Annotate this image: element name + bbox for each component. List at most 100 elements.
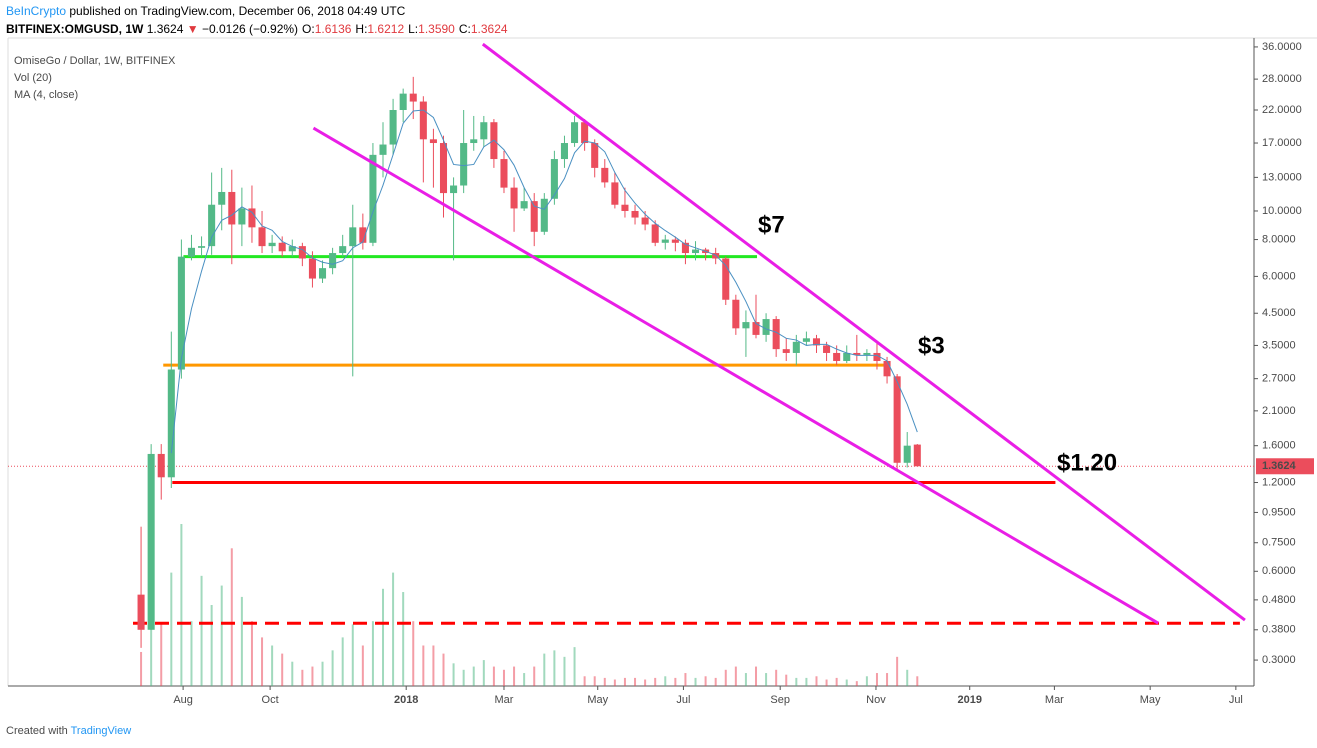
volume-bar: [432, 645, 435, 686]
volume-bar: [613, 679, 616, 686]
volume-bar: [462, 669, 465, 686]
candle-body: [641, 217, 649, 225]
volume-bar: [664, 676, 667, 686]
footer-brand[interactable]: TradingView: [71, 725, 132, 737]
y-tick-label: 2.1000: [1262, 405, 1296, 417]
y-tick-label: 3.5000: [1262, 339, 1296, 351]
volume-bar: [533, 666, 536, 686]
volume-bar: [170, 572, 173, 686]
volume-bar: [442, 653, 445, 686]
candle-body: [883, 360, 891, 377]
candle-body: [621, 204, 629, 211]
volume-bar: [583, 676, 586, 686]
candle-body: [510, 187, 518, 209]
x-tick-label: Jul: [1229, 694, 1243, 706]
publisher[interactable]: BeInCrypto: [6, 4, 66, 18]
candle-body: [379, 144, 387, 155]
candle-body: [470, 139, 478, 144]
volume-bar: [704, 676, 707, 686]
candle-body: [540, 198, 548, 232]
candle-body: [530, 201, 538, 232]
volume-bar: [674, 677, 677, 686]
candle-body: [308, 258, 316, 279]
candle-body: [560, 143, 568, 160]
last-price-tag: [1256, 458, 1314, 475]
volume-bar: [392, 572, 395, 686]
annotation-3: $3: [918, 332, 945, 359]
candle-body: [298, 246, 306, 259]
y-tick-label: 10.0000: [1262, 205, 1302, 217]
candle-body: [339, 246, 347, 254]
volume-bar: [351, 624, 354, 686]
volume-bar: [805, 677, 808, 686]
footer-created: Created with: [6, 725, 68, 737]
candle-body: [278, 242, 286, 252]
candle-body: [520, 201, 528, 209]
candle-body: [571, 122, 579, 144]
candle-body: [732, 299, 740, 329]
candle-body: [248, 208, 256, 228]
candle-body: [399, 93, 407, 111]
volume-bar: [795, 677, 798, 686]
candle-body: [238, 208, 246, 225]
annotation-7: $7: [758, 211, 785, 238]
candle-body: [792, 341, 800, 353]
x-tick-label: Mar: [1045, 694, 1064, 706]
candle-body: [823, 345, 831, 353]
candle-body: [742, 322, 750, 329]
volume-bar: [815, 676, 818, 686]
candle-body: [137, 594, 145, 630]
volume-bar: [765, 673, 768, 686]
plot-area: [8, 42, 1254, 686]
volume-bar: [250, 621, 253, 686]
volume-bar: [623, 677, 626, 686]
volume-bar: [321, 661, 324, 686]
volume-bar: [502, 669, 505, 686]
volume-bar: [523, 673, 526, 686]
header-line-2: BITFINEX:OMGUSD, 1W 1.3624 ▼ −0.0126 (−0…: [6, 22, 508, 36]
volume-bar: [593, 676, 596, 686]
volume-bar: [744, 673, 747, 686]
candle-body: [591, 143, 599, 168]
candle-body: [681, 242, 689, 254]
candle-body: [661, 239, 669, 243]
candle-body: [208, 204, 216, 247]
volume-bar: [654, 677, 657, 686]
x-tick-label: Oct: [262, 694, 279, 706]
volume-bar: [271, 645, 274, 686]
volume-bar: [472, 666, 475, 686]
candle-body: [187, 247, 196, 257]
y-tick-label: 0.9500: [1262, 506, 1296, 518]
volume-bar: [513, 666, 516, 686]
candle-body: [812, 338, 821, 346]
candle-body: [651, 224, 659, 243]
candle-body: [762, 319, 770, 335]
volume-bar: [210, 605, 213, 686]
x-tick-label: Aug: [173, 694, 193, 706]
y-tick-label: 8.0000: [1262, 233, 1296, 245]
volume-bar: [371, 621, 374, 686]
volume-bar: [361, 645, 364, 686]
volume-bar: [482, 660, 485, 686]
volume-bar: [755, 666, 758, 686]
candle-body: [782, 349, 790, 353]
trendline: [481, 42, 1246, 622]
volume-bar: [220, 585, 223, 686]
volume-bar: [775, 669, 778, 686]
candle-body: [611, 182, 619, 205]
legend-title: OmiseGo / Dollar, 1W, BITFINEX: [14, 55, 176, 67]
candle-body: [329, 253, 337, 269]
header-line-1: BeInCrypto published on TradingView.com,…: [6, 4, 406, 18]
candle-body: [772, 319, 780, 350]
ohlc-key: C:: [459, 22, 471, 36]
volume-bar: [261, 637, 264, 686]
volume-bar: [150, 613, 153, 686]
candle-body: [359, 227, 367, 243]
volume-bar: [734, 666, 737, 686]
volume-bar: [634, 677, 637, 686]
volume-bar: [200, 575, 203, 686]
candle-body: [268, 242, 276, 247]
x-tick-label: 2019: [957, 694, 981, 706]
